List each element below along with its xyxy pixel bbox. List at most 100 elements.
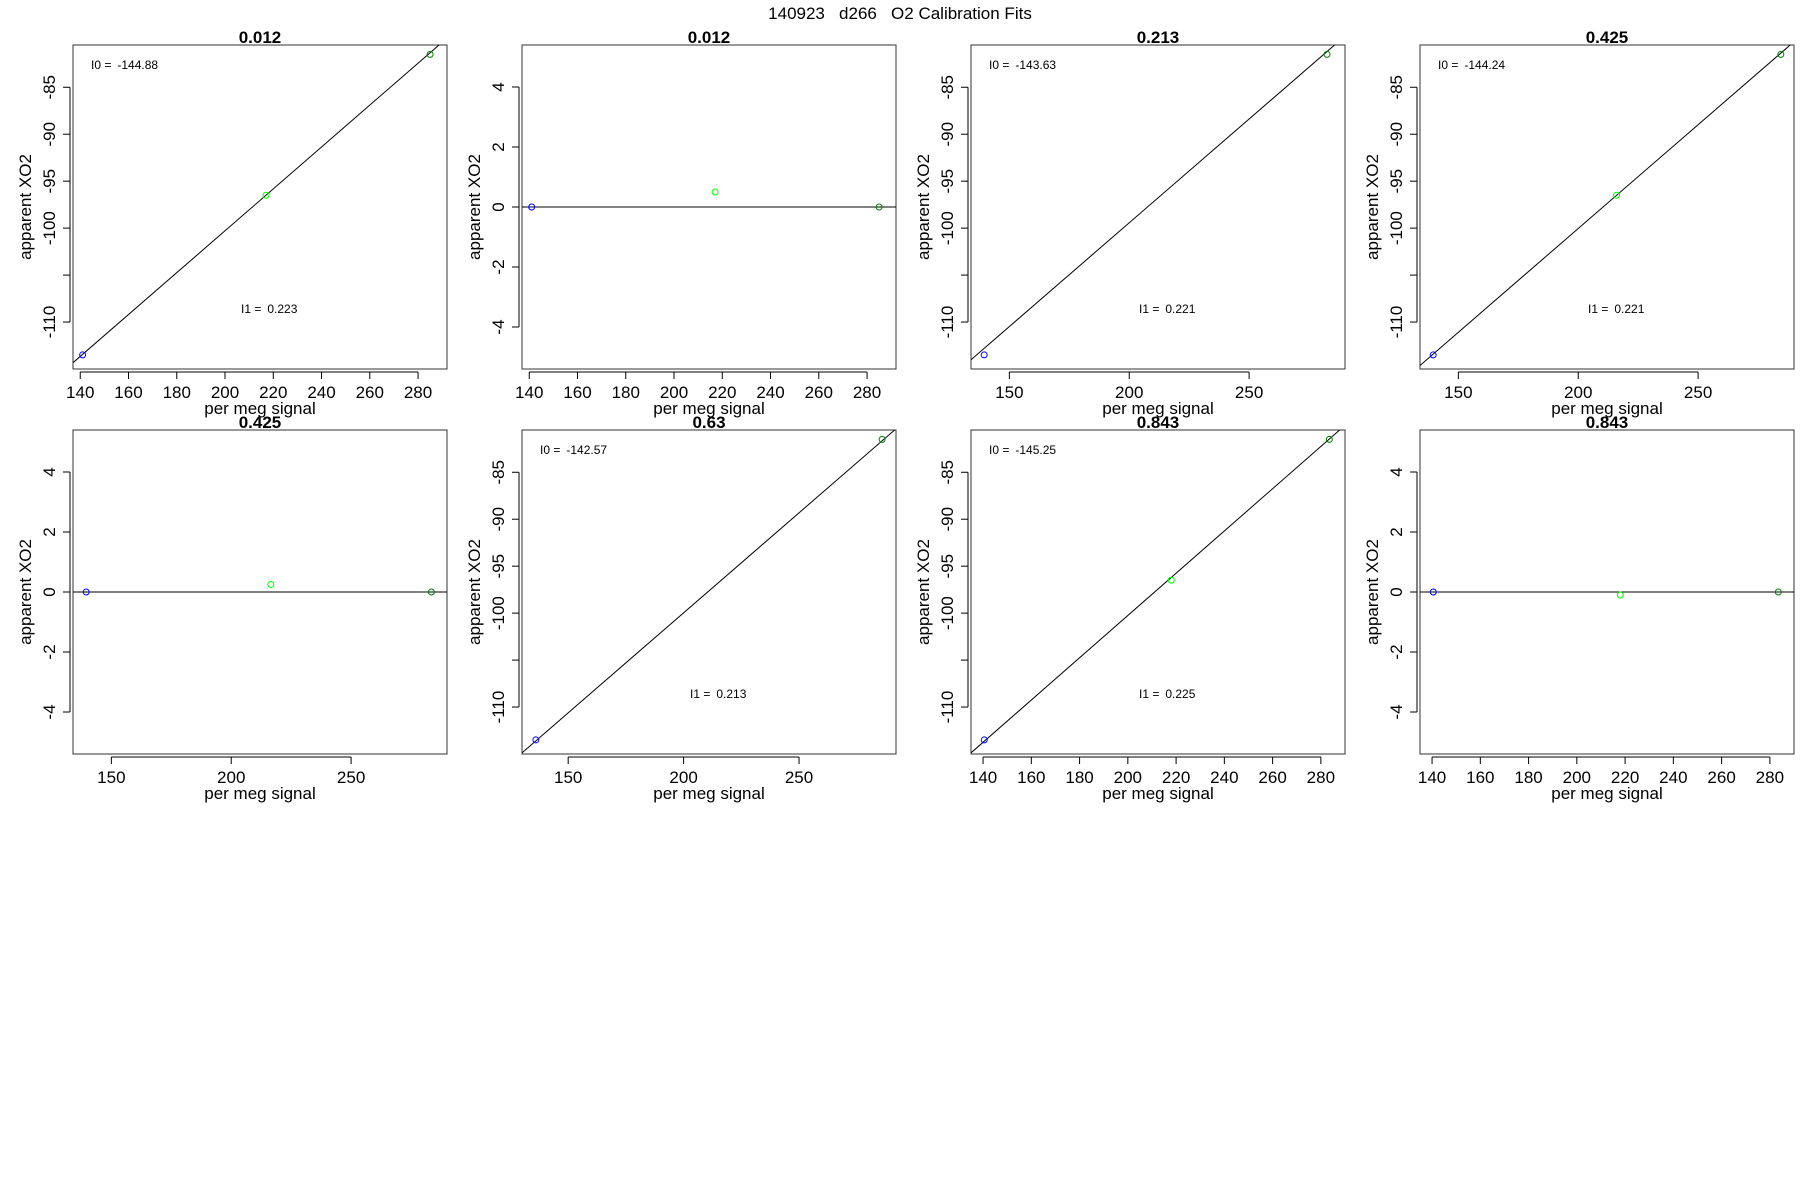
line-layer [1420,45,1791,366]
x-tick-label: 180 [163,383,191,402]
fit-annotation: I0 = -145.25 [989,443,1056,457]
data-point [82,588,90,596]
annotation-label: I1 = [1588,302,1608,316]
y-tick-label: -90 [489,507,508,532]
annotation-value: 0.213 [716,687,746,701]
annotation-label: I0 = [1438,58,1458,72]
x-tick-label: 200 [660,383,688,402]
y-tick-label: -4 [1387,704,1406,719]
data-point [1429,588,1437,596]
annotation-label: I1 = [241,302,261,316]
chart-panel-1: 0.012 140 160 180 200 220 240 260 280 per meg sig… [16,28,448,418]
line-layer [971,45,1336,361]
panel-title: 0.425 [1586,28,1629,47]
y-axis: -110 -100 -95 -90 -85 apparent XO2 [1363,75,1418,338]
fit-line [971,45,1336,361]
y-axis: -110 -100 -95 -90 -85 apparent XO2 [914,460,969,723]
y-tick-label: 0 [40,587,59,596]
y-axis: -110 -100 -95 -90 -85 apparent XO2 [16,75,71,339]
x-tick-label: 200 [211,383,239,402]
x-tick-label: 140 [1418,768,1446,787]
annotation-value: -144.24 [1464,58,1505,72]
annotation-value: 0.225 [1165,687,1195,701]
data-point [1429,351,1437,359]
data-point [528,203,536,211]
x-axis-label: per meg signal [204,399,316,418]
annotation-value: -142.57 [566,443,607,457]
x-tick-label: 250 [785,768,813,787]
x-tick-label: 260 [805,383,833,402]
x-tick-label: 250 [337,768,365,787]
x-tick-label: 220 [1162,768,1190,787]
x-tick-label: 150 [554,768,582,787]
data-point [1616,591,1624,599]
x-axis-label: per meg signal [1551,399,1663,418]
x-axis: 140 160 180 200 220 240 260 280 per meg signal [515,371,881,418]
fit-annotation: I1 = 0.213 [690,687,747,701]
y-tick-label: 4 [1387,467,1406,476]
x-axis: 140 160 180 200 220 240 260 280 per meg signal [1418,756,1784,803]
annotation-label: I0 = [91,58,111,72]
y-tick-label: -110 [40,306,59,339]
fit-line [971,430,1341,754]
y-axis-label: apparent XO2 [914,154,933,260]
y-tick-label: -90 [938,122,957,147]
y-axis-label: apparent XO2 [16,154,35,260]
data-point [1777,50,1785,58]
x-tick-label: 160 [563,383,591,402]
page-title: 140923 d266 O2 Calibration Fits [768,4,1032,23]
y-tick-label: -100 [40,211,59,245]
x-tick-label: 260 [356,383,384,402]
fit-annotation: I1 = 0.223 [241,302,298,316]
y-tick-label: -85 [938,460,957,485]
annotation-value: -144.88 [117,58,158,72]
x-tick-label: 140 [969,768,997,787]
y-tick-label: -95 [40,169,59,194]
data-point [1613,191,1621,199]
y-tick-label: -95 [1387,169,1406,194]
x-tick-label: 220 [1611,768,1639,787]
y-axis-label: apparent XO2 [16,539,35,645]
y-axis: -110 -100 -95 -90 -85 apparent XO2 [914,75,969,338]
annotation-label: I0 = [989,443,1009,457]
panel-title: 0.012 [239,28,282,47]
x-tick-label: 240 [1210,768,1238,787]
x-tick-label: 220 [708,383,736,402]
annotation-value: 0.221 [1165,302,1195,316]
y-tick-label: -95 [489,554,508,579]
y-axis-label: apparent XO2 [465,539,484,645]
data-point [1774,588,1782,596]
y-tick-label: -90 [1387,122,1406,147]
x-tick-label: 180 [1514,768,1542,787]
x-axis: 150 200 250 per meg signal [1444,371,1712,418]
plot-frame [970,44,1346,370]
x-tick-label: 180 [1065,768,1093,787]
fit-annotation: I0 = -143.63 [989,58,1056,72]
y-axis: -4 -2 0 2 4 apparent XO2 [1363,467,1418,720]
y-axis: -4 -2 0 2 4 apparent XO2 [16,467,71,720]
x-tick-label: 220 [259,383,287,402]
x-tick-label: 260 [1707,768,1735,787]
y-tick-label: -85 [938,75,957,100]
x-axis-label: per meg signal [653,784,765,803]
x-tick-label: 240 [756,383,784,402]
x-tick-label: 200 [1564,383,1592,402]
chart-panel-6: 0.63 150 200 250 per meg signal -110 -100 -95 -9… [465,413,897,803]
x-tick-label: 280 [1307,768,1335,787]
y-tick-label: -85 [40,75,59,100]
fit-annotation: I0 = -144.88 [91,58,158,72]
y-tick-label: -95 [938,169,957,194]
data-point [79,351,87,359]
x-axis-label: per meg signal [1551,784,1663,803]
x-tick-label: 280 [404,383,432,402]
y-tick-label: -110 [489,691,508,724]
y-tick-label: -100 [938,596,957,630]
fit-annotation: I1 = 0.225 [1139,687,1196,701]
x-tick-label: 200 [669,768,697,787]
data-point [532,736,540,744]
